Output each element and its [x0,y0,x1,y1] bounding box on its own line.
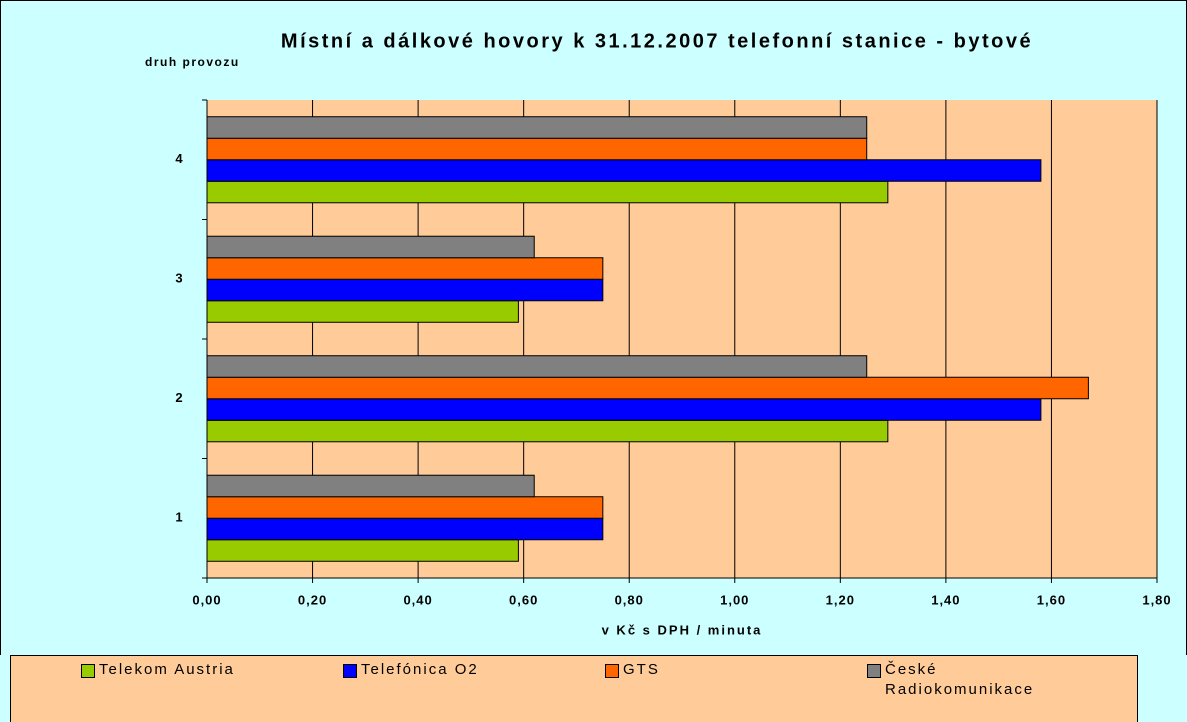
bar [206,235,535,259]
legend-swatch [605,664,619,678]
bar [206,419,889,443]
y-axis-title: druh provozu [145,55,240,69]
legend-entry: Telefónica O2 [341,660,551,680]
legend-label: GTS [623,661,660,678]
bar [206,376,1089,400]
legend-label: Telekom Austria [99,661,235,678]
bar [206,517,604,541]
x-tick-label: 0,20 [298,592,327,607]
x-tick-label: 1,80 [1142,592,1171,607]
x-tick-label: 0,80 [615,592,644,607]
legend-entry: Telekom Austria [79,660,289,680]
legend-swatch [867,664,881,678]
x-tick-label: 1,20 [826,592,855,607]
x-tick-label: 0,40 [403,592,432,607]
legend-entry: GTS [603,660,813,680]
x-axis-title: v Kč s DPH / minuta [602,622,763,637]
chart: Místní a dálkové hovory k 31.12.2007 tel… [0,0,1187,655]
y-tick-label: 3 [175,271,182,286]
legend-swatch [343,664,357,678]
x-tick-label: 0,60 [509,592,538,607]
bar [206,474,535,498]
x-tick-label: 1,40 [931,592,960,607]
bar [206,496,604,519]
y-tick-label: 4 [175,151,183,166]
legend-label: České Radiokomunikace [885,661,1035,698]
legend: Telekom Austria Telefónica O2 GTS České Rad… [10,655,1138,722]
legend-entry: České Radiokomunikace [865,660,1075,700]
bar [206,355,868,378]
legend-swatch [81,664,95,678]
bar [206,257,604,280]
bar [206,137,868,161]
bar [206,300,519,323]
bar [206,180,889,204]
x-tick-label: 0,00 [192,592,221,607]
y-tick-label: 1 [175,510,182,525]
x-tick-label: 1,00 [720,592,749,607]
bar [206,398,1042,421]
bar [206,278,604,302]
chart-title: Místní a dálkové hovory k 31.12.2007 tel… [281,30,1033,52]
bar [206,116,868,139]
legend-label: Telefónica O2 [361,661,479,678]
y-tick-label: 2 [175,390,182,405]
x-tick-label: 1,60 [1037,592,1066,607]
bar [206,539,519,562]
bar [206,159,1042,182]
